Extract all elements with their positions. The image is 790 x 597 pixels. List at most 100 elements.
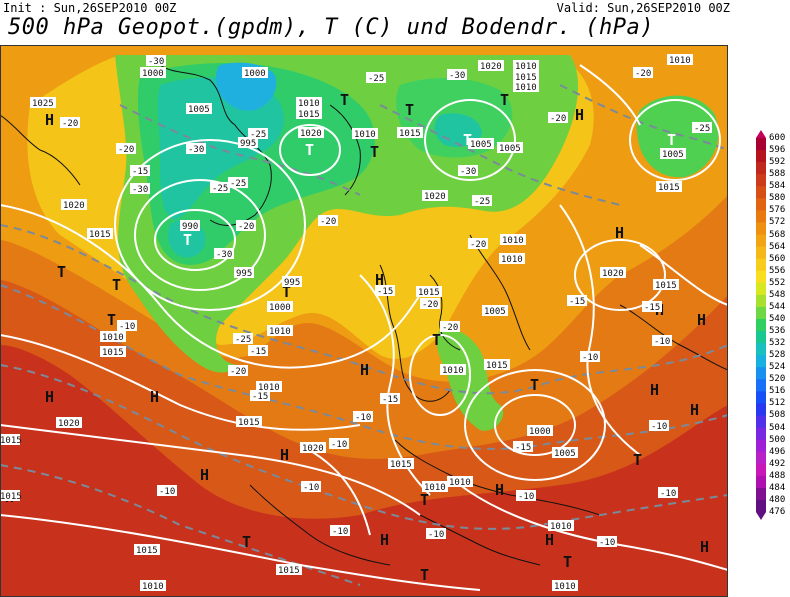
temp-label: -10 (355, 413, 371, 423)
pressure-label: 1015 (102, 348, 124, 358)
pressure-label: 990 (182, 222, 198, 232)
temp-label: -20 (442, 323, 458, 333)
pressure-label: 1005 (662, 150, 684, 160)
temp-label: -15 (382, 395, 398, 405)
high-marker: H (650, 381, 659, 399)
temp-label: -20 (635, 69, 651, 79)
pressure-label: 1015 (0, 492, 22, 502)
legend-label: 504 (769, 422, 786, 433)
legend-label: 524 (769, 362, 786, 373)
temp-label: -30 (132, 185, 148, 195)
low-marker: T (340, 91, 349, 109)
legend-swatch (756, 427, 766, 441)
pressure-label: 1015 (89, 230, 111, 240)
temp-label: -25 (250, 130, 266, 140)
legend-swatch (756, 391, 766, 404)
low-marker: T (107, 311, 116, 329)
low-marker: T (420, 491, 429, 509)
pressure-label: 1025 (32, 99, 54, 109)
pressure-label: 1005 (470, 140, 492, 150)
low-marker: T (57, 263, 66, 281)
high-marker: H (45, 111, 54, 129)
legend-label: 556 (769, 265, 786, 276)
pressure-label: 1000 (142, 69, 164, 79)
low-marker: T (305, 141, 314, 159)
pressure-label: 1020 (58, 419, 80, 429)
pressure-label: 1010 (554, 582, 576, 592)
legend-label: 512 (769, 398, 786, 409)
color-legend (756, 130, 766, 520)
legend-swatch (756, 174, 766, 187)
pressure-labels: 1000 1000 1005 1010 1015 1010 1020 1010 … (0, 54, 693, 592)
legend-swatch (756, 150, 766, 163)
legend-swatch (756, 306, 766, 320)
legend-swatch (756, 318, 766, 332)
legend-label: 508 (769, 410, 786, 421)
temp-label: -20 (422, 300, 438, 310)
low-marker: T (242, 533, 251, 551)
legend-label: 500 (769, 434, 786, 445)
temp-label: -25 (694, 124, 710, 134)
temp-label: -15 (250, 347, 266, 357)
legend-label: 548 (769, 289, 786, 300)
pressure-label: 1010 (502, 236, 524, 246)
pressure-label: 1015 (418, 288, 440, 298)
high-marker: H (380, 531, 389, 549)
pressure-label: 1010 (142, 582, 164, 592)
isobars (0, 64, 728, 591)
temp-label: -10 (119, 322, 135, 332)
high-marker: H (45, 388, 54, 406)
high-marker: H (280, 446, 289, 464)
legend-swatch (756, 186, 766, 199)
pressure-label: 1015 (658, 183, 680, 193)
map-header: Init : Sun,26SEP2010 00Z Valid: Sun,26SE… (0, 0, 790, 45)
pressure-label: 1010 (102, 333, 124, 343)
temp-label: -10 (428, 530, 444, 540)
legend-label: 596 (769, 145, 786, 156)
pressure-label: 1005 (484, 307, 506, 317)
pressure-label: 1000 (529, 427, 551, 437)
pressure-label: 1010 (449, 478, 471, 488)
pressure-label: 1015 (278, 566, 300, 576)
legend-swatch (756, 499, 766, 513)
low-marker: T (500, 91, 509, 109)
legend-label: 520 (769, 374, 786, 385)
pressure-label: 1005 (188, 105, 210, 115)
temp-label: -15 (569, 297, 585, 307)
legend-label: 552 (769, 277, 786, 288)
legend-label: 528 (769, 350, 786, 361)
legend-swatch (756, 415, 766, 429)
pressure-label: 1015 (390, 460, 412, 470)
legend-swatch (756, 512, 766, 520)
legend-swatch (756, 451, 766, 465)
temp-label: -10 (332, 527, 348, 537)
pressure-label: 1010 (298, 99, 320, 109)
pressure-label: 1015 (515, 73, 537, 83)
high-marker: H (575, 106, 584, 124)
legend-label: 580 (769, 193, 786, 204)
temp-label: -20 (320, 217, 336, 227)
low-marker: T (370, 143, 379, 161)
legend-label: 560 (769, 253, 786, 264)
pressure-label: 1020 (602, 269, 624, 279)
legend-swatch (756, 355, 766, 368)
legend-swatch (756, 403, 766, 416)
high-marker: H (495, 481, 504, 499)
temp-label: -15 (132, 167, 148, 177)
pressure-label: 1020 (424, 192, 446, 202)
pressure-label: 1015 (0, 436, 22, 446)
low-marker: T (112, 276, 121, 294)
pressure-label: 1015 (486, 361, 508, 371)
pressure-label: 1010 (515, 83, 537, 93)
legend-label: 484 (769, 482, 786, 493)
temp-label: -20 (62, 119, 78, 129)
legend-label: 492 (769, 458, 786, 469)
temp-label: -25 (230, 179, 246, 189)
pressure-label: 1015 (298, 110, 320, 120)
legend-swatch (756, 198, 766, 211)
low-marker: T (420, 566, 429, 584)
temp-label: -10 (331, 440, 347, 450)
temp-label: -10 (159, 487, 175, 497)
pressure-label: 995 (240, 139, 256, 149)
pressure-label: 1020 (480, 62, 502, 72)
